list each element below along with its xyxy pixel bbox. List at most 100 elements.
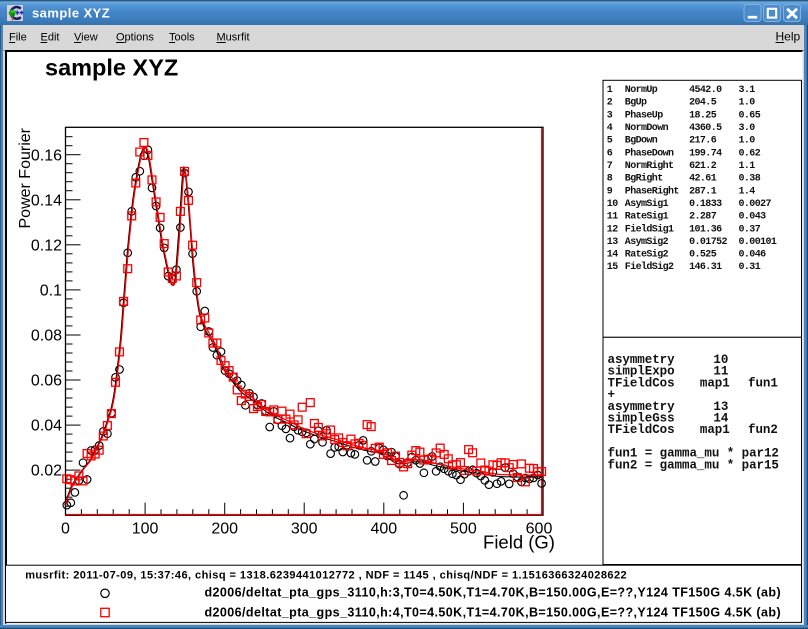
svg-text:10: 10	[607, 199, 618, 210]
svg-text:1.4: 1.4	[739, 186, 756, 197]
svg-text:0.38: 0.38	[739, 174, 761, 185]
svg-text:1: 1	[607, 85, 613, 96]
svg-text:fun1: fun1	[748, 376, 778, 390]
svg-text:FieldSig2: FieldSig2	[625, 261, 674, 273]
svg-text:PhaseRight: PhaseRight	[625, 185, 680, 197]
svg-text:NormUp: NormUp	[625, 85, 658, 96]
svg-text:3.1: 3.1	[739, 85, 756, 96]
svg-text:9: 9	[607, 186, 613, 197]
svg-text:asymmetry: asymmetry	[608, 400, 676, 414]
svg-text:fun2 = gamma_mu * par15: fun2 = gamma_mu * par15	[608, 458, 779, 472]
svg-text:Power Fourier: Power Fourier	[17, 127, 34, 228]
svg-text:3: 3	[607, 110, 613, 121]
svg-text:simpleGss: simpleGss	[608, 412, 675, 426]
svg-text:sample XYZ: sample XYZ	[32, 5, 110, 20]
svg-text:Options: Options	[116, 32, 154, 44]
svg-text:5: 5	[607, 136, 613, 147]
svg-text:0.04: 0.04	[31, 418, 62, 435]
svg-text:0.31: 0.31	[739, 262, 761, 273]
svg-text:fun2: fun2	[748, 423, 778, 437]
svg-text:File: File	[9, 32, 27, 44]
svg-text:18.25: 18.25	[689, 110, 717, 121]
svg-text:AsymSig2: AsymSig2	[625, 236, 669, 248]
svg-text:map1: map1	[700, 376, 730, 390]
svg-text:RateSig2: RateSig2	[625, 249, 669, 261]
svg-text:0.0027: 0.0027	[739, 199, 772, 210]
svg-text:0.1833: 0.1833	[689, 199, 722, 210]
svg-text:287.1: 287.1	[689, 186, 717, 197]
svg-text:0: 0	[61, 521, 70, 538]
svg-text:200: 200	[211, 521, 238, 538]
svg-text:0.043: 0.043	[739, 212, 767, 223]
svg-text:11: 11	[607, 212, 618, 223]
svg-text:TFieldCos: TFieldCos	[608, 376, 675, 390]
svg-text:0.02: 0.02	[31, 463, 62, 480]
svg-text:Tools: Tools	[169, 32, 195, 44]
svg-text:11: 11	[713, 365, 728, 379]
svg-text:600: 600	[526, 521, 553, 538]
svg-text:simplExpo: simplExpo	[608, 365, 675, 379]
svg-text:NormDown: NormDown	[625, 123, 669, 134]
svg-text:101.36: 101.36	[689, 224, 722, 235]
svg-text:+: +	[608, 388, 615, 402]
svg-text:RateSig1: RateSig1	[625, 211, 669, 223]
svg-text:10: 10	[713, 353, 728, 367]
svg-text:0.06: 0.06	[31, 373, 62, 390]
svg-text:FieldSig1: FieldSig1	[625, 223, 674, 235]
svg-text:4542.0: 4542.0	[689, 85, 722, 96]
svg-text:4360.5: 4360.5	[689, 123, 722, 134]
svg-text:146.31: 146.31	[689, 262, 722, 273]
svg-text:42.61: 42.61	[689, 174, 717, 185]
svg-text:2: 2	[607, 98, 613, 109]
svg-text:1.1: 1.1	[739, 161, 756, 172]
svg-text:4: 4	[607, 123, 613, 134]
svg-text:3.0: 3.0	[739, 123, 756, 134]
svg-text:0.046: 0.046	[739, 250, 767, 261]
svg-text:217.6: 217.6	[689, 136, 717, 147]
svg-text:204.5: 204.5	[689, 98, 717, 109]
svg-text:musrfit: 2011-07-09, 15:37:46,: musrfit: 2011-07-09, 15:37:46, chisq = 1…	[25, 570, 627, 582]
svg-text:Musrfit: Musrfit	[217, 32, 250, 44]
svg-text:0.14: 0.14	[31, 192, 62, 209]
svg-text:199.74: 199.74	[689, 148, 722, 159]
svg-text:500: 500	[450, 521, 477, 538]
svg-text:sample XYZ: sample XYZ	[45, 55, 178, 81]
svg-text:0.62: 0.62	[739, 148, 761, 159]
svg-text:100: 100	[132, 521, 159, 538]
svg-text:BgUp: BgUp	[625, 98, 647, 109]
svg-text:2.287: 2.287	[689, 212, 717, 223]
svg-text:fun1 = gamma_mu * par12: fun1 = gamma_mu * par12	[608, 447, 779, 461]
svg-text:Field (G): Field (G)	[483, 532, 555, 553]
svg-text:View: View	[74, 32, 98, 44]
svg-text:14: 14	[713, 412, 728, 426]
svg-text:6: 6	[607, 148, 613, 159]
svg-text:400: 400	[370, 521, 397, 538]
svg-text:7: 7	[607, 161, 613, 172]
svg-text:8: 8	[607, 174, 613, 185]
svg-text:TFieldCos: TFieldCos	[608, 423, 675, 437]
svg-text:map1: map1	[700, 423, 730, 437]
svg-text:0.12: 0.12	[31, 237, 62, 254]
svg-text:asymmetry: asymmetry	[608, 353, 676, 367]
svg-text:NormRight: NormRight	[625, 160, 674, 172]
svg-text:BgDown: BgDown	[625, 136, 658, 147]
svg-text:0.00101: 0.00101	[739, 237, 777, 248]
svg-text:0.16: 0.16	[31, 147, 62, 164]
svg-text:AsymSig1: AsymSig1	[625, 198, 669, 210]
svg-text:12: 12	[607, 224, 618, 235]
svg-text:0.65: 0.65	[739, 110, 761, 121]
svg-text:d2006/deltat_pta_gps_3110,h:3,: d2006/deltat_pta_gps_3110,h:3,T0=4.50K,T…	[205, 586, 782, 600]
svg-text:0.08: 0.08	[31, 328, 62, 345]
svg-text:0.01752: 0.01752	[689, 237, 727, 248]
svg-text:14: 14	[607, 250, 618, 261]
svg-text:Help: Help	[776, 30, 801, 44]
svg-text:300: 300	[291, 521, 318, 538]
svg-text:Edit: Edit	[41, 32, 60, 44]
svg-text:BgRight: BgRight	[625, 173, 663, 185]
svg-text:15: 15	[607, 262, 618, 273]
svg-text:0.37: 0.37	[739, 224, 761, 235]
svg-text:621.2: 621.2	[689, 161, 717, 172]
svg-text:0.1: 0.1	[40, 283, 62, 300]
svg-text:d2006/deltat_pta_gps_3110,h:4,: d2006/deltat_pta_gps_3110,h:4,T0=4.50K,T…	[205, 605, 782, 619]
svg-text:PhaseUp: PhaseUp	[625, 109, 663, 121]
